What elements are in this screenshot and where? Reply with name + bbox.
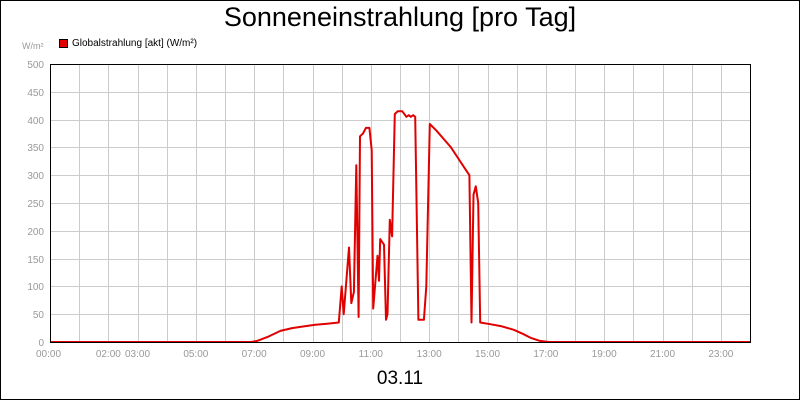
y-tick-label: 0 bbox=[38, 338, 44, 349]
x-tick-label: 11:00 bbox=[359, 349, 384, 360]
legend-swatch-icon bbox=[59, 39, 68, 48]
y-tick-label: 300 bbox=[27, 171, 44, 182]
legend-label: Globalstrahlung [akt] (W/m²) bbox=[72, 38, 198, 49]
x-tick-label: 07:00 bbox=[242, 349, 267, 360]
series-layer bbox=[50, 110, 750, 343]
x-tick-label: 19:00 bbox=[592, 349, 617, 360]
x-tick-label: 17:00 bbox=[533, 349, 558, 360]
y-tick-label: 500 bbox=[27, 60, 44, 71]
y-tick-label: 450 bbox=[27, 88, 44, 99]
y-tick-label: 350 bbox=[27, 143, 44, 154]
x-axis-date-label: 03.11 bbox=[376, 368, 424, 389]
x-tick-label: 15:00 bbox=[475, 349, 500, 360]
plot-border bbox=[50, 64, 751, 343]
grid bbox=[50, 64, 750, 342]
y-axis-unit-label: W/m² bbox=[22, 41, 44, 51]
x-tick-label: 09:00 bbox=[300, 349, 325, 360]
chart-title: Sonneneinstrahlung [pro Tag] bbox=[223, 2, 577, 32]
x-tick-label: 05:00 bbox=[183, 349, 208, 360]
x-tick-label: 13:00 bbox=[417, 349, 442, 360]
y-tick-label: 200 bbox=[27, 227, 44, 238]
tick-labels: 0 50 100 150 200 250 300 350 400 450 500 00:00 02:00… bbox=[27, 60, 733, 360]
y-tick-label: 250 bbox=[27, 199, 44, 210]
x-tick-label: 00:00 bbox=[36, 349, 61, 360]
y-tick-label: 50 bbox=[33, 310, 45, 321]
series-line-globalstrahlung bbox=[50, 110, 750, 343]
y-tick-label: 400 bbox=[27, 116, 44, 127]
x-tick-label: 03:00 bbox=[125, 349, 150, 360]
y-tick-label: 150 bbox=[27, 255, 44, 266]
legend: Globalstrahlung [akt] (W/m²) bbox=[59, 38, 197, 49]
x-tick-label: 02:00 bbox=[96, 349, 121, 360]
x-tick-label: 23:00 bbox=[708, 349, 733, 360]
y-tick-label: 100 bbox=[27, 282, 44, 293]
x-tick-label: 21:00 bbox=[650, 349, 675, 360]
